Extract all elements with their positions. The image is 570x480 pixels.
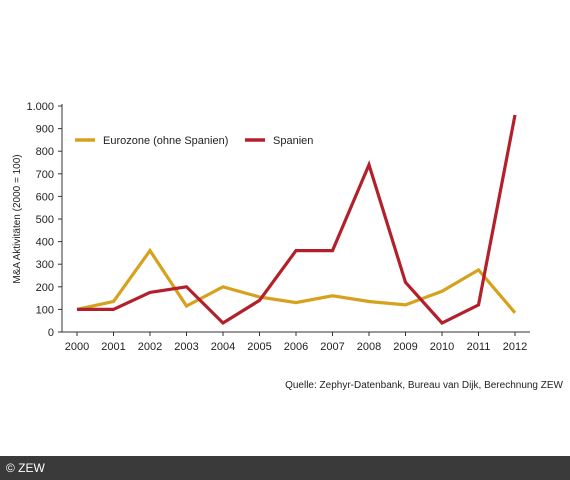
series-line-eurozone [76,247,517,314]
x-tick-label: 2005 [247,341,271,353]
x-tick-label: 2004 [211,341,235,353]
legend-label: Spanien [273,135,313,147]
x-tick-label: 2002 [138,341,162,353]
y-axis-title: M&A Aktivitäten (2000 = 100) [12,154,23,283]
x-tick-label: 2000 [65,341,89,353]
series-layer [76,114,517,326]
y-tick-label: 600 [36,191,54,203]
x-tick-label: 2009 [393,341,417,353]
legend: Eurozone (ohne Spanien) Spanien [75,135,313,147]
y-tick-label: 200 [36,282,54,294]
y-tick-label: 0 [48,327,54,339]
series-line-spanien [77,114,517,326]
y-axis: 0 100 200 300 400 500 600 700 800 900 1.000 [26,101,63,339]
y-tick-label: 800 [36,146,54,158]
y-tick-label: 1.000 [26,101,54,113]
x-tick-label: 2001 [101,341,125,353]
y-tick-label: 700 [36,169,54,181]
y-tick-label: 300 [36,259,54,271]
x-tick-label: 2006 [284,341,308,353]
x-tick-label: 2011 [467,341,491,353]
y-tick-label: 100 [36,304,54,316]
y-tick-label: 400 [36,237,54,249]
y-tick-label: 900 [36,124,54,136]
copyright-text: © ZEW [6,461,45,475]
footer-bar: © ZEW [0,456,570,480]
x-tick-label: 2010 [430,341,454,353]
x-tick-label: 2003 [174,341,198,353]
legend-label: Eurozone (ohne Spanien) [103,135,228,147]
source-note: Quelle: Zephyr-Datenbank, Bureau van Dij… [285,380,563,391]
x-tick-label: 2012 [503,341,527,353]
x-tick-label: 2007 [320,341,344,353]
chart-area: 0 100 200 300 400 500 600 700 800 900 1.000 2000 20… [12,101,564,391]
x-axis: 2000 2001 2002 2003 2004 2005 2006 2007 2008 2009… [62,331,530,353]
x-tick-label: 2008 [357,341,381,353]
y-tick-label: 500 [36,214,54,226]
